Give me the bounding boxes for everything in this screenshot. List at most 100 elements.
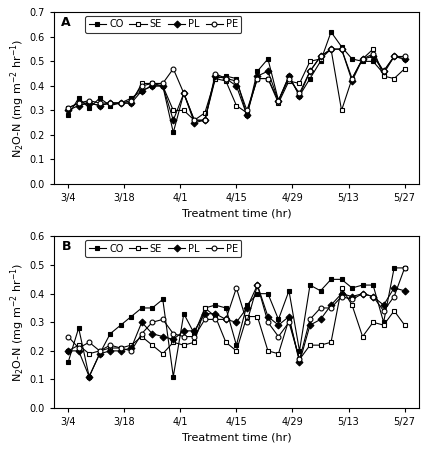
SE xyxy=(265,348,270,354)
PE xyxy=(359,291,364,296)
PL xyxy=(191,328,196,334)
PE xyxy=(391,54,396,59)
PL xyxy=(128,345,133,351)
PE xyxy=(254,76,259,81)
CO xyxy=(359,282,364,288)
PE xyxy=(265,320,270,325)
SE xyxy=(317,56,322,62)
PL xyxy=(170,118,176,123)
PE xyxy=(191,334,196,339)
SE xyxy=(328,340,333,345)
CO xyxy=(118,101,123,106)
SE xyxy=(107,101,112,106)
PE xyxy=(380,308,385,313)
CO xyxy=(338,44,343,49)
CO xyxy=(233,76,239,81)
PE xyxy=(202,317,207,322)
SE xyxy=(233,348,239,354)
PL xyxy=(202,118,207,123)
PE xyxy=(139,331,144,336)
Line: PE: PE xyxy=(66,266,406,362)
PL xyxy=(265,314,270,319)
CO xyxy=(328,276,333,282)
PL xyxy=(349,294,354,299)
PL xyxy=(76,348,81,354)
PL xyxy=(139,320,144,325)
SE xyxy=(223,78,228,84)
Y-axis label: N$_2$O-N (mg m$^{-2}$ hr$^{-1}$): N$_2$O-N (mg m$^{-2}$ hr$^{-1}$) xyxy=(9,38,27,158)
CO xyxy=(66,113,71,118)
PL xyxy=(359,56,364,62)
CO xyxy=(275,317,280,322)
SE xyxy=(223,340,228,345)
Text: A: A xyxy=(61,16,71,29)
SE xyxy=(128,101,133,106)
PL xyxy=(150,331,155,336)
PE xyxy=(139,83,144,88)
CO xyxy=(296,93,301,98)
PL xyxy=(212,74,217,79)
Line: CO: CO xyxy=(66,29,406,135)
PE xyxy=(170,66,176,71)
PE xyxy=(86,98,92,103)
CO xyxy=(191,331,196,336)
PL xyxy=(118,348,123,354)
SE xyxy=(307,342,312,348)
CO xyxy=(66,359,71,365)
PL xyxy=(202,311,207,317)
SE xyxy=(254,76,259,81)
PL xyxy=(370,294,375,299)
Line: PL: PL xyxy=(66,47,406,125)
PL xyxy=(307,69,312,74)
Line: SE: SE xyxy=(66,285,406,362)
CO xyxy=(86,105,92,110)
PL xyxy=(286,314,291,319)
SE xyxy=(265,76,270,81)
PE xyxy=(328,46,333,52)
PE xyxy=(160,317,165,322)
PE xyxy=(359,56,364,62)
CO xyxy=(128,314,133,319)
PL xyxy=(275,98,280,103)
PE xyxy=(254,282,259,288)
SE xyxy=(275,101,280,106)
PL xyxy=(317,317,322,322)
SE xyxy=(97,103,102,108)
PE xyxy=(191,118,196,123)
PE xyxy=(391,294,396,299)
SE xyxy=(170,108,176,113)
PE xyxy=(233,78,239,84)
CO xyxy=(223,305,228,311)
PL xyxy=(191,120,196,125)
CO xyxy=(212,302,217,308)
PE xyxy=(349,297,354,302)
PE xyxy=(328,305,333,311)
CO xyxy=(296,348,301,354)
PL xyxy=(244,113,249,118)
SE xyxy=(118,101,123,106)
CO xyxy=(150,83,155,88)
SE xyxy=(391,76,396,81)
SE xyxy=(401,322,406,328)
Line: PE: PE xyxy=(66,47,406,123)
SE xyxy=(86,101,92,106)
PE xyxy=(128,348,133,354)
CO xyxy=(150,305,155,311)
X-axis label: Treatment time (hr): Treatment time (hr) xyxy=(181,208,291,219)
PE xyxy=(317,305,322,311)
SE xyxy=(275,351,280,356)
SE xyxy=(86,351,92,356)
PE xyxy=(212,317,217,322)
PE xyxy=(202,118,207,123)
PE xyxy=(275,98,280,103)
CO xyxy=(307,282,312,288)
PE xyxy=(66,105,71,110)
PE xyxy=(380,69,385,74)
PL xyxy=(107,101,112,106)
SE xyxy=(150,81,155,86)
SE xyxy=(244,314,249,319)
CO xyxy=(97,351,102,356)
PL xyxy=(181,91,186,96)
CO xyxy=(359,59,364,64)
SE xyxy=(212,314,217,319)
